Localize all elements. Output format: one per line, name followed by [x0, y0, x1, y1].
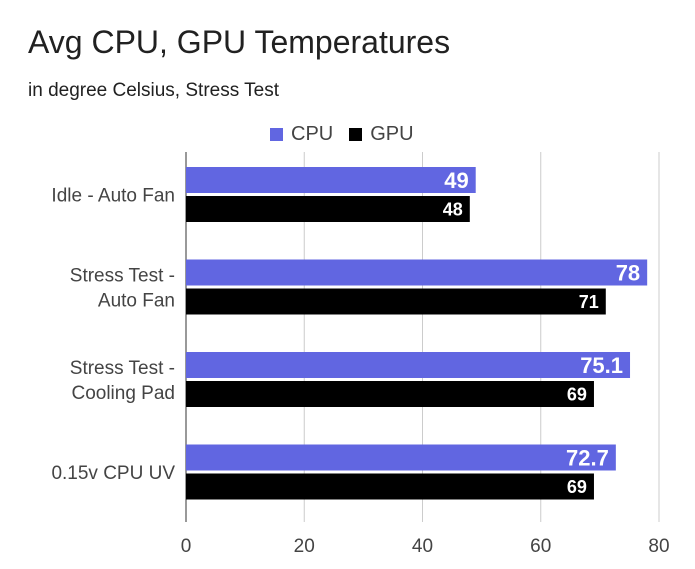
data-label-gpu: 69 — [567, 384, 587, 404]
legend-label-gpu: GPU — [370, 122, 414, 145]
category-label: 0.15v CPU UV — [51, 463, 175, 484]
category-label: Auto Fan — [98, 291, 175, 312]
legend: CPU GPU — [270, 122, 430, 146]
data-label-cpu: 49 — [444, 168, 468, 193]
bar-cpu — [186, 444, 616, 471]
category-label: Cooling Pad — [71, 383, 175, 404]
x-tick-label: 40 — [412, 536, 433, 557]
data-label-cpu: 75.1 — [580, 353, 623, 378]
x-tick-label: 0 — [181, 536, 192, 557]
legend-swatch-gpu — [349, 127, 363, 141]
bar-gpu — [186, 288, 606, 315]
category-label: Idle - Auto Fan — [51, 186, 175, 207]
data-label-gpu: 69 — [567, 477, 587, 497]
x-tick-label: 20 — [294, 536, 315, 557]
legend-label-cpu: CPU — [291, 122, 334, 145]
legend-swatch-cpu — [270, 127, 283, 141]
bar-gpu — [186, 473, 594, 500]
bar-gpu — [186, 196, 470, 222]
data-label-cpu: 72.7 — [566, 445, 609, 470]
data-label-gpu: 48 — [443, 199, 463, 219]
bar-gpu — [186, 381, 594, 407]
bar-cpu — [186, 352, 631, 378]
chart-subtitle: in degree Celsius, Stress Test — [28, 80, 279, 101]
x-tick-label: 80 — [648, 536, 669, 557]
category-label: Stress Test - — [70, 266, 175, 287]
data-label-cpu: 78 — [616, 260, 640, 285]
bar-cpu — [186, 259, 648, 286]
chart-title: Avg CPU, GPU Temperatures — [28, 24, 451, 60]
bar-cpu — [186, 167, 476, 193]
legend-item-gpu: GPU — [349, 122, 414, 146]
x-tick-label: 60 — [530, 536, 551, 557]
data-label-gpu: 71 — [579, 292, 599, 312]
legend-item-cpu: CPU — [270, 123, 333, 146]
category-label: Stress Test - — [70, 358, 175, 379]
